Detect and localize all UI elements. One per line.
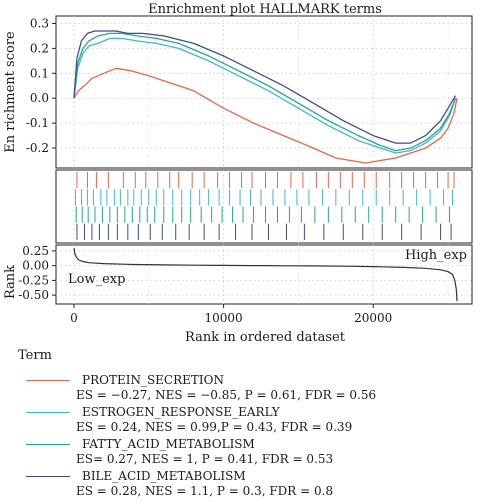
y-axis-title-rank: Rank <box>3 265 18 299</box>
hits-panel <box>55 169 473 244</box>
x-axis-title: Rank in ordered dataset <box>185 330 346 345</box>
legend-stats: ES = 0.28, NES = 1.1, P = 0.3, FDR = 0.8 <box>76 484 334 498</box>
enrichment-chart: Enrichment plot HALLMARK terms 0.3 0.2 0.1… <box>3 2 473 345</box>
legend-label: FATTY_ACID_METABOLISM <box>82 437 255 451</box>
legend-item-fatty-acid-metabolism: FATTY_ACID_METABOLISM ES= 0.27, NES = 1,… <box>18 437 478 467</box>
rank-tick-label: 0.25 <box>22 244 49 258</box>
es-panel: 0.3 0.2 0.1 0.0 -0.1 -0.2 <box>26 15 473 169</box>
legend-label: PROTEIN_SECRETION <box>82 373 224 387</box>
legend-item-protein-secretion: PROTEIN_SECRETION ES = −0.27, NES = −0.8… <box>18 373 478 403</box>
legend-title: Term <box>18 348 52 363</box>
legend-key-bile-acid-metabolism <box>26 476 70 477</box>
legend-stats: ES = 0.24, NES = 0.99,P = 0.43, FDR = 0.… <box>76 420 353 434</box>
legend-key-fatty-acid-metabolism <box>26 444 70 445</box>
x-tick-label: 20000 <box>354 311 392 325</box>
legend-key-estrogen-response-early <box>26 412 70 413</box>
x-tick-label: 0 <box>70 311 78 325</box>
legend-stats: ES= 0.27, NES = 1, P = 0.41, FDR = 0.53 <box>76 452 334 466</box>
legend: Term PROTEIN_SECRETION ES = −0.27, NES =… <box>18 348 478 501</box>
es-tick-label: -0.1 <box>26 116 49 130</box>
es-tick-label: 0.2 <box>30 41 49 55</box>
rank-frame <box>55 244 473 305</box>
es-line-bile-acid-metabolism <box>73 30 457 144</box>
es-tick-label: 0.1 <box>30 66 49 80</box>
low-exp-label: Low_exp <box>68 272 125 287</box>
rank-curve <box>73 247 458 302</box>
legend-label: BILE_ACID_METABOLISM <box>82 469 246 483</box>
rank-tick-label: 0.00 <box>22 259 49 273</box>
legend-item-bile-acid-metabolism: BILE_ACID_METABOLISM ES = 0.28, NES = 1.… <box>18 469 478 499</box>
rank-tick-label: -0.25 <box>18 273 49 287</box>
es-line-estrogen-response-early <box>73 37 457 154</box>
x-tick-label: 10000 <box>205 311 243 325</box>
es-line-protein-secretion <box>73 67 458 164</box>
es-tick-label: 0.3 <box>30 16 49 30</box>
legend-label: ESTROGEN_RESPONSE_EARLY <box>82 405 280 419</box>
high-exp-label: High_exp <box>405 248 467 263</box>
chart-title: Enrichment plot HALLMARK terms <box>148 2 382 17</box>
legend-stats: ES = −0.27, NES = −0.85, P = 0.61, FDR =… <box>76 388 377 402</box>
rank-tick-label: -0.50 <box>18 288 49 302</box>
es-tick-label: 0.0 <box>30 91 49 105</box>
rank-panel: 0.250.00-0.25-0.50 <box>18 244 473 305</box>
legend-item-estrogen-response-early: ESTROGEN_RESPONSE_EARLY ES = 0.24, NES =… <box>18 405 478 435</box>
legend-key-protein-secretion <box>26 380 70 381</box>
y-axis-title-es: En richment score <box>3 31 18 153</box>
es-line-fatty-acid-metabolism <box>73 32 457 152</box>
x-axis: 0 10000 20000 <box>70 304 392 325</box>
es-tick-label: -0.2 <box>26 141 49 155</box>
